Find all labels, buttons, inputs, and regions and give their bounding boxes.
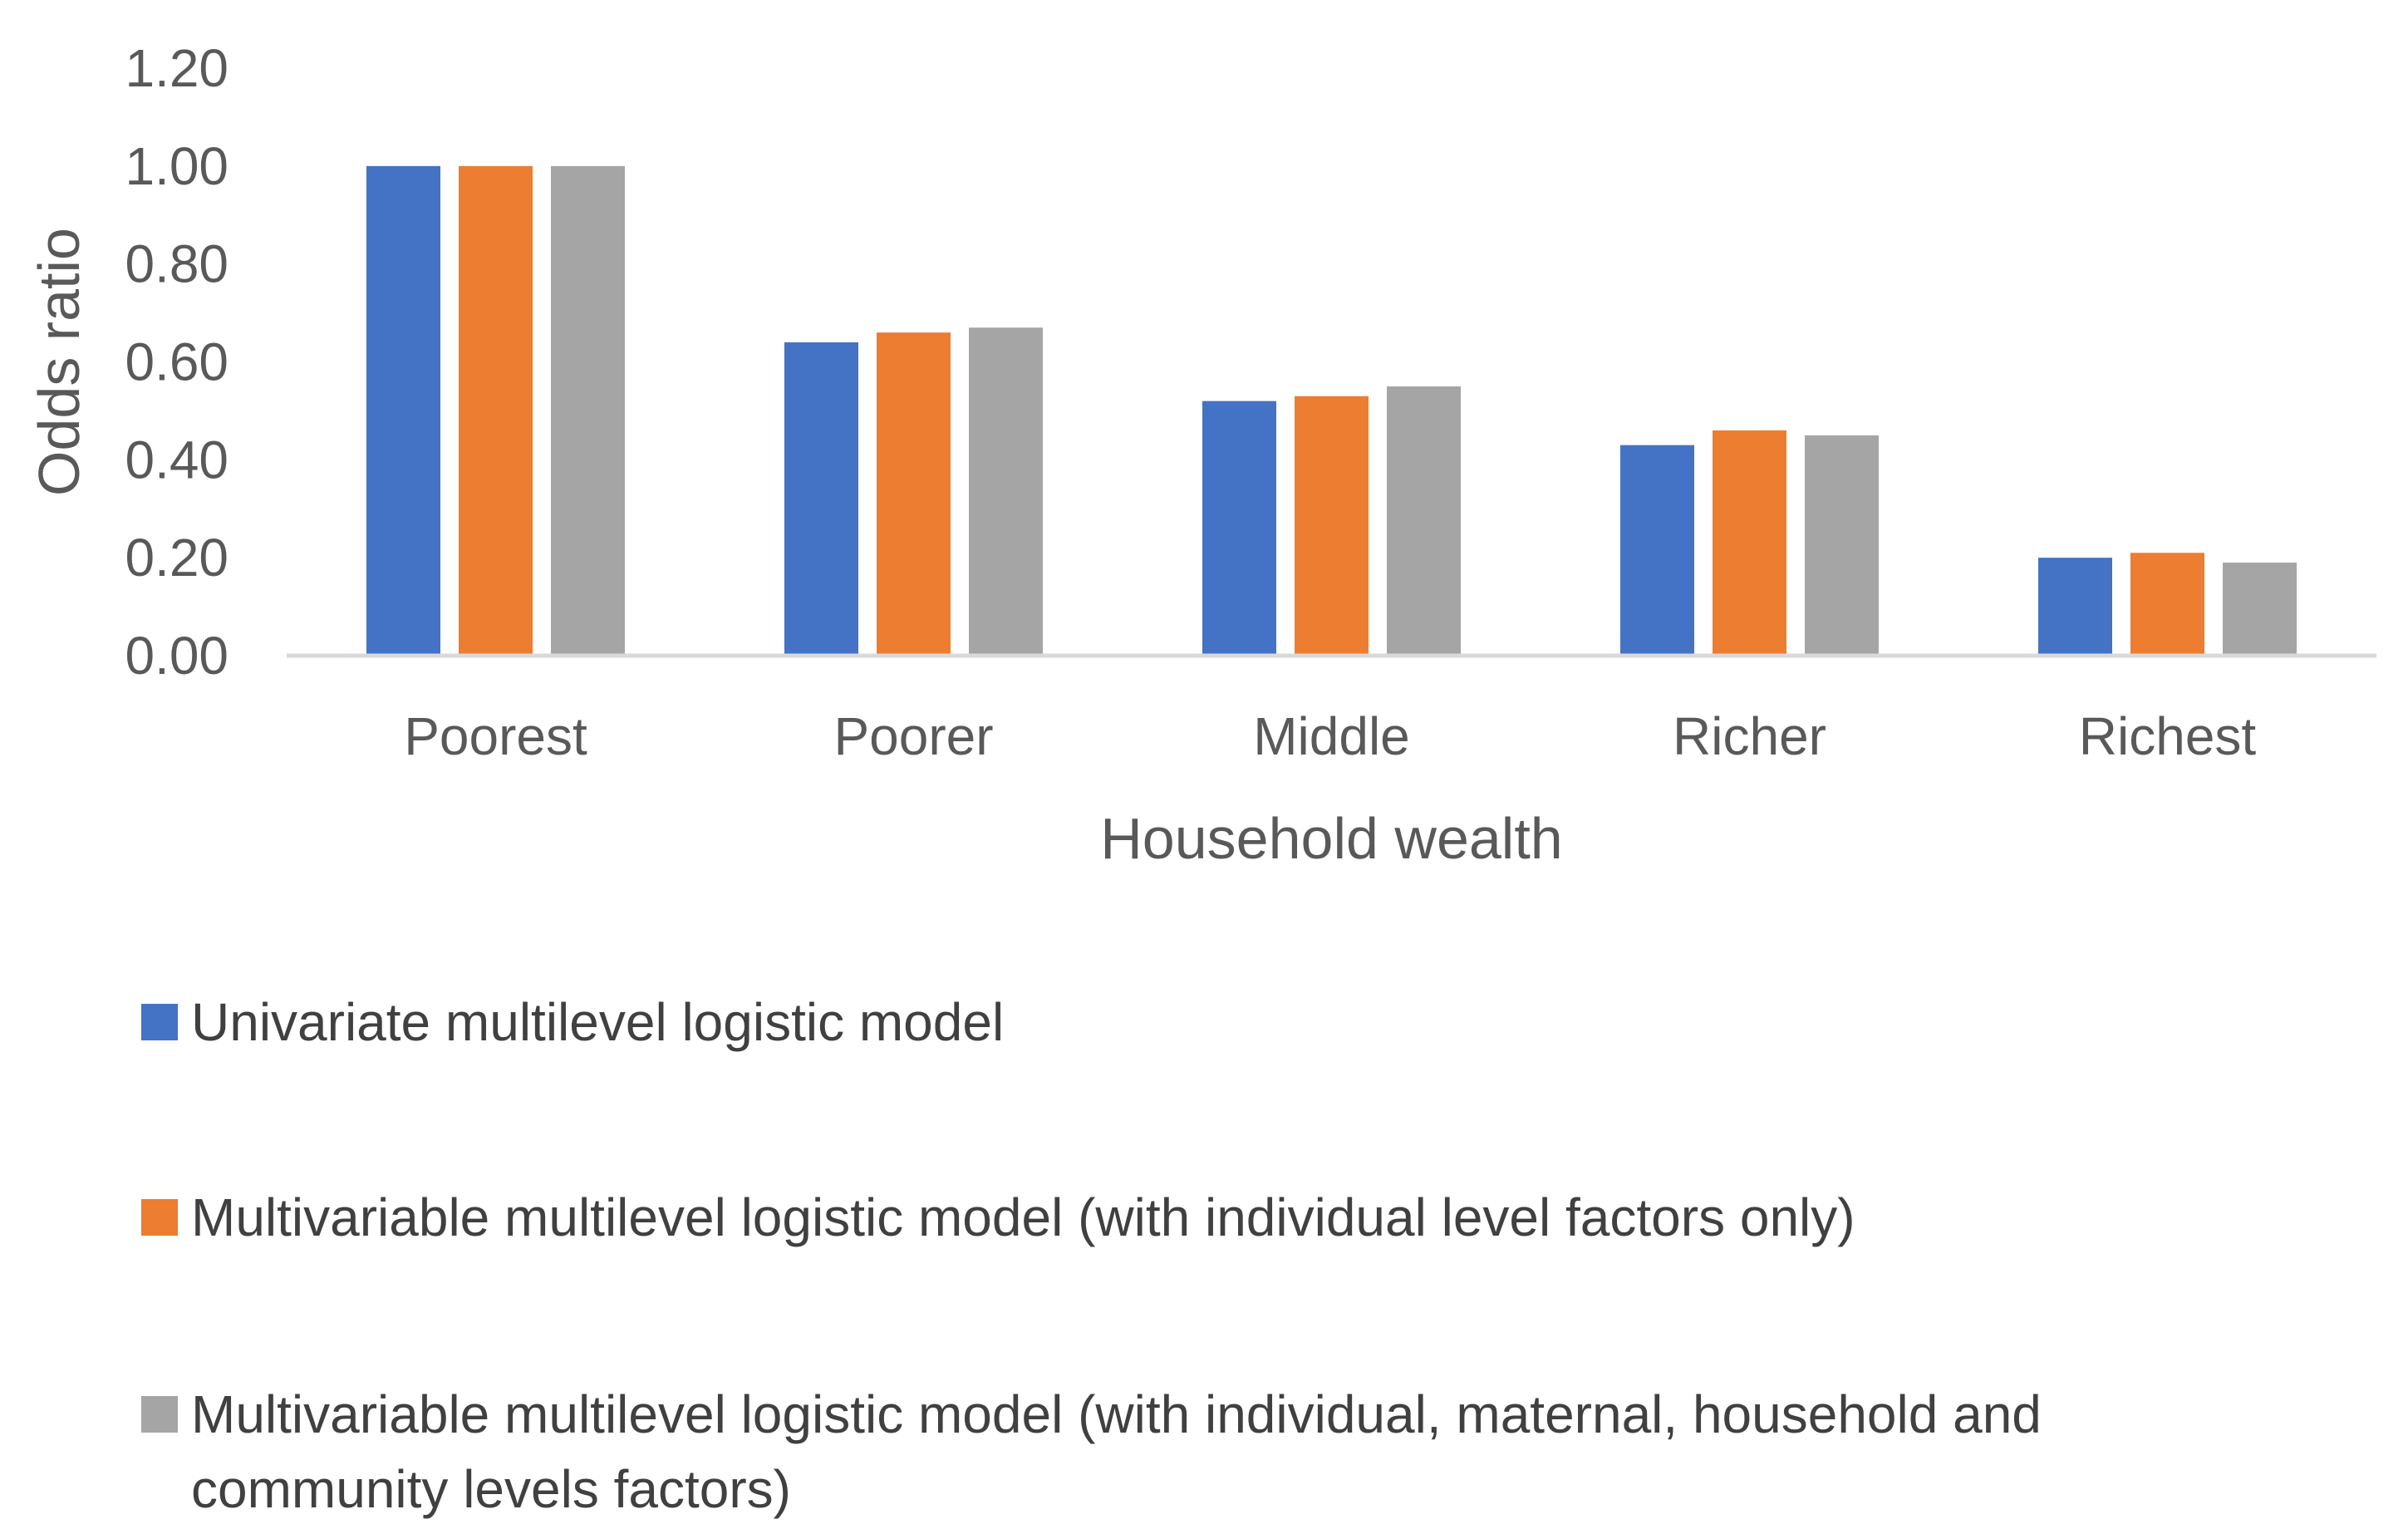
bar-poorest-series-1 (366, 165, 440, 656)
legend-swatch-series-1 (141, 1004, 178, 1040)
legend-label-series-1: Univariate multilevel logistic model (191, 992, 1004, 1052)
bar-poorer-series-1 (784, 342, 858, 656)
y-tick-label: 0.00 (125, 626, 229, 686)
bar-richest-series-2 (2130, 553, 2204, 656)
bar-richer-series-2 (1713, 430, 1786, 656)
legend-swatch-series-2 (141, 1199, 178, 1236)
legend-label-series-2: Multivariable multilevel logistic model … (191, 1187, 1855, 1247)
bar-middle-series-1 (1202, 401, 1276, 656)
legend-label-series-3: Multivariable multilevel logistic model … (191, 1384, 2042, 1444)
y-axis-ticks: 0.00 0.20 0.40 0.60 0.80 1.00 1.20 (125, 38, 229, 686)
x-tick-label: Poorer (833, 706, 993, 766)
x-axis-title: Household wealth (1100, 806, 1562, 871)
x-axis-ticks: Poorest Poorer Middle Richer Richest (404, 706, 2256, 766)
y-tick-label: 0.60 (125, 332, 229, 392)
bar-middle-series-3 (1387, 386, 1461, 656)
y-tick-label: 1.20 (125, 38, 229, 98)
y-tick-label: 1.00 (125, 136, 229, 196)
bar-poorer-series-3 (969, 327, 1043, 656)
bar-poorest-series-3 (551, 165, 625, 656)
y-tick-label: 0.40 (125, 430, 229, 489)
legend-swatch-series-3 (141, 1396, 178, 1433)
x-tick-label: Richest (2079, 706, 2257, 766)
x-tick-label: Richer (1673, 706, 1826, 766)
bar-richest-series-3 (2223, 563, 2297, 656)
x-tick-label: Middle (1253, 706, 1410, 766)
y-tick-label: 0.20 (125, 528, 229, 588)
bar-richer-series-1 (1620, 445, 1694, 656)
bar-poorer-series-2 (877, 332, 951, 656)
y-axis-title: Odds ratio (27, 228, 91, 496)
bar-middle-series-2 (1295, 396, 1369, 656)
bar-poorest-series-2 (459, 165, 533, 656)
x-tick-label: Poorest (404, 706, 587, 766)
legend-label-series-3: community levels factors) (191, 1459, 791, 1519)
legend: Univariate multilevel logistic model Mult… (141, 992, 2042, 1519)
bars (366, 165, 2297, 656)
bar-richest-series-1 (2038, 558, 2112, 656)
y-tick-label: 0.80 (125, 234, 229, 294)
bar-richer-series-3 (1805, 435, 1879, 656)
